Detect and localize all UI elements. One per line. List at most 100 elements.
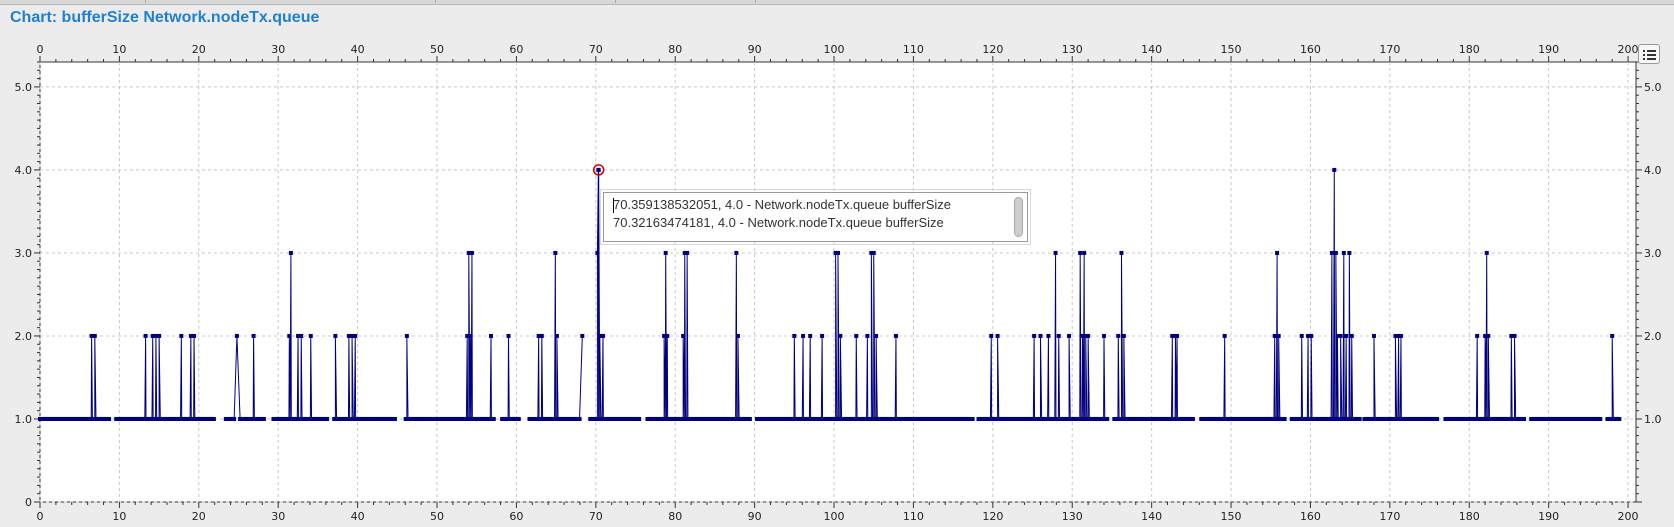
data-point[interactable] [1341, 250, 1346, 255]
data-point[interactable] [1522, 416, 1527, 421]
data-point[interactable] [1349, 333, 1354, 338]
data-point[interactable] [838, 333, 843, 338]
data-point[interactable] [325, 416, 330, 421]
data-point[interactable] [353, 333, 358, 338]
data-point[interactable] [1398, 333, 1403, 338]
data-point[interactable] [1121, 333, 1126, 338]
data-point[interactable] [1512, 333, 1517, 338]
data-point[interactable] [1276, 333, 1281, 338]
data-point[interactable] [251, 333, 256, 338]
data-point[interactable] [150, 333, 155, 338]
data-point[interactable] [287, 333, 292, 338]
data-point[interactable] [1046, 333, 1051, 338]
data-point[interactable] [192, 333, 197, 338]
data-point[interactable] [1333, 250, 1338, 255]
data-point[interactable] [865, 333, 870, 338]
data-point[interactable] [1347, 250, 1352, 255]
data-point[interactable] [869, 250, 874, 255]
data-point[interactable] [553, 250, 558, 255]
data-point[interactable] [536, 333, 541, 338]
data-point[interactable] [1038, 333, 1043, 338]
data-point[interactable] [1309, 333, 1314, 338]
highlighted-data-point[interactable] [592, 164, 605, 176]
data-point[interactable] [820, 333, 825, 338]
data-point[interactable] [681, 333, 686, 338]
data-point[interactable] [1032, 333, 1037, 338]
data-point[interactable] [1116, 333, 1121, 338]
data-point[interactable] [211, 416, 216, 421]
data-point[interactable] [1357, 416, 1362, 421]
data-point[interactable] [1610, 333, 1615, 338]
data-point[interactable] [1486, 333, 1491, 338]
data-point[interactable] [539, 333, 544, 338]
data-point[interactable] [1086, 333, 1091, 338]
data-point[interactable] [489, 333, 494, 338]
data-point[interactable] [1509, 333, 1514, 338]
data-point[interactable] [232, 416, 237, 421]
data-point[interactable] [836, 250, 840, 255]
data-point[interactable] [179, 333, 184, 338]
data-point[interactable] [833, 250, 838, 255]
data-point[interactable] [597, 333, 602, 338]
data-point[interactable] [1306, 333, 1311, 338]
data-point[interactable] [1119, 250, 1124, 255]
data-point[interactable] [157, 333, 162, 338]
data-point[interactable] [1067, 333, 1072, 338]
data-point[interactable] [1102, 333, 1106, 338]
data-point[interactable] [1082, 250, 1087, 255]
window-tab[interactable] [0, 0, 146, 3]
data-point[interactable] [506, 333, 511, 338]
data-point[interactable] [600, 333, 605, 338]
data-point[interactable] [1475, 333, 1480, 338]
data-point[interactable] [1371, 333, 1376, 338]
data-point[interactable] [1484, 250, 1489, 255]
data-point[interactable] [1598, 416, 1603, 421]
data-point[interactable] [1483, 333, 1488, 338]
data-point[interactable] [663, 250, 668, 255]
data-point[interactable] [596, 167, 601, 172]
data-point[interactable] [1053, 250, 1058, 255]
data-point[interactable] [595, 250, 600, 255]
data-point[interactable] [662, 333, 667, 338]
data-point[interactable] [1170, 333, 1175, 338]
data-point[interactable] [1344, 333, 1349, 338]
data-point[interactable] [1080, 333, 1085, 338]
data-point[interactable] [1338, 333, 1343, 338]
data-point[interactable] [1083, 333, 1088, 338]
data-point[interactable] [665, 333, 670, 338]
data-point[interactable] [234, 333, 239, 338]
data-point[interactable] [1393, 333, 1398, 338]
data-point[interactable] [970, 416, 975, 421]
window-tab[interactable] [615, 0, 756, 3]
data-point[interactable] [1175, 333, 1180, 338]
data-point[interactable] [554, 333, 559, 338]
data-point[interactable] [685, 250, 690, 255]
data-point[interactable] [682, 250, 687, 255]
data-point[interactable] [466, 250, 471, 255]
data-point[interactable] [288, 250, 293, 255]
data-point[interactable] [1272, 333, 1277, 338]
window-tab[interactable] [435, 0, 616, 3]
data-point[interactable] [89, 333, 94, 338]
data-point[interactable] [261, 416, 266, 421]
data-point[interactable] [801, 333, 806, 338]
data-point[interactable] [1332, 167, 1337, 172]
data-point[interactable] [296, 333, 301, 338]
data-point[interactable] [1396, 333, 1401, 338]
data-point[interactable] [465, 333, 470, 338]
data-point[interactable] [637, 416, 642, 421]
data-point[interactable] [808, 333, 813, 338]
data-point[interactable] [350, 333, 355, 338]
data-point[interactable] [1190, 416, 1195, 421]
data-point[interactable] [92, 333, 97, 338]
data-point[interactable] [392, 416, 397, 421]
data-point[interactable] [989, 333, 994, 338]
data-point[interactable] [1282, 416, 1287, 421]
data-point[interactable] [468, 333, 473, 338]
data-point[interactable] [580, 333, 585, 338]
data-point[interactable] [874, 333, 879, 338]
tooltip-scrollbar[interactable] [1014, 197, 1023, 237]
data-point[interactable] [346, 333, 351, 338]
data-point[interactable] [735, 333, 740, 338]
